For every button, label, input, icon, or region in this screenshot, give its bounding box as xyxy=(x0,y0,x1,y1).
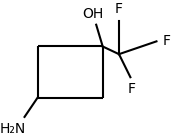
Text: H₂N: H₂N xyxy=(0,122,26,136)
Text: F: F xyxy=(115,2,123,16)
Text: F: F xyxy=(163,34,171,48)
Text: OH: OH xyxy=(82,7,103,21)
Text: F: F xyxy=(128,82,136,96)
